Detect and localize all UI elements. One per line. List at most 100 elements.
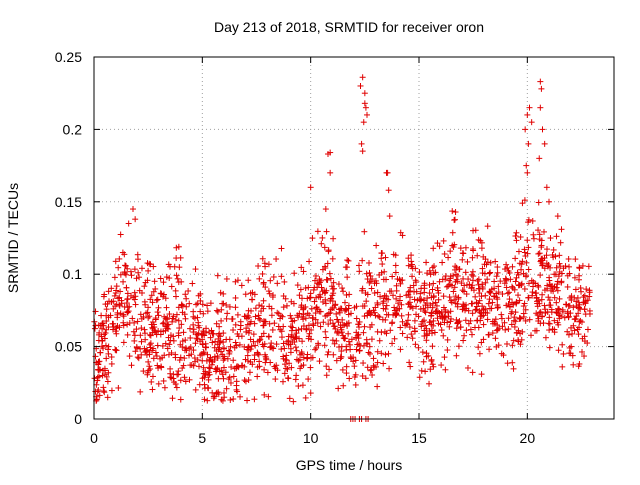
data-point [131, 266, 138, 273]
data-point [280, 292, 287, 299]
data-point [155, 304, 162, 311]
data-point [407, 284, 414, 291]
data-point [555, 305, 562, 312]
data-point [163, 304, 170, 311]
data-point [260, 330, 267, 337]
data-point [546, 320, 553, 327]
data-point [314, 319, 321, 326]
data-point [258, 308, 265, 315]
data-point [340, 382, 347, 389]
data-point [456, 318, 463, 325]
data-point [586, 293, 593, 300]
data-point [308, 326, 315, 333]
data-point [330, 351, 337, 358]
data-point [287, 323, 294, 330]
data-point [194, 314, 201, 321]
data-point [364, 341, 371, 348]
data-point [323, 363, 330, 370]
data-point [461, 302, 468, 309]
data-point [214, 308, 221, 315]
data-point [526, 316, 533, 323]
data-point [193, 301, 200, 308]
data-point [158, 363, 165, 370]
data-point [459, 287, 466, 294]
data-point [486, 346, 493, 353]
data-point [323, 372, 330, 379]
data-point [429, 343, 436, 350]
data-point [386, 213, 393, 220]
data-point [246, 369, 253, 376]
data-point [486, 289, 493, 296]
data-point [168, 374, 175, 381]
data-point [551, 317, 558, 324]
data-point [280, 304, 287, 311]
data-point [143, 310, 150, 317]
data-point-outlier [327, 169, 334, 176]
data-point [160, 377, 167, 384]
data-point [566, 344, 573, 351]
data-point [124, 331, 131, 338]
data-point [495, 289, 502, 296]
data-point [320, 319, 327, 326]
data-point [529, 292, 536, 299]
data-point [234, 277, 241, 284]
data-point [414, 297, 421, 304]
data-point [256, 337, 263, 344]
data-point [556, 260, 563, 267]
data-point [283, 338, 290, 345]
data-point-outlier [526, 104, 533, 111]
data-point-outlier [385, 187, 392, 194]
data-point [478, 239, 485, 246]
data-point [134, 256, 141, 263]
data-point [112, 347, 119, 354]
data-point [351, 363, 358, 370]
data-point-outlier [524, 111, 531, 118]
data-point [449, 242, 456, 249]
data-point [561, 314, 568, 321]
data-point [487, 259, 494, 266]
data-point [494, 269, 501, 276]
data-point [407, 304, 414, 311]
data-point [150, 345, 157, 352]
data-point [322, 328, 329, 335]
data-point [535, 283, 542, 290]
data-point [296, 356, 303, 363]
data-point [274, 309, 281, 316]
data-point [452, 293, 459, 300]
data-point [506, 296, 513, 303]
data-point [302, 394, 309, 401]
data-point [374, 359, 381, 366]
data-point [513, 237, 520, 244]
data-point [427, 366, 434, 373]
data-point [565, 331, 572, 338]
data-point [96, 392, 103, 399]
data-point [343, 370, 350, 377]
data-point [103, 312, 110, 319]
data-point [138, 338, 145, 345]
data-point [327, 275, 334, 282]
data-point [429, 286, 436, 293]
data-point [495, 283, 502, 290]
data-point [377, 293, 384, 300]
data-point [481, 261, 488, 268]
data-point [153, 297, 160, 304]
data-point [510, 301, 517, 308]
data-point [224, 310, 231, 317]
data-point [521, 197, 528, 204]
data-point [140, 368, 147, 375]
data-point [459, 256, 466, 263]
data-point [217, 289, 224, 296]
data-point [532, 290, 539, 297]
data-point [383, 330, 390, 337]
data-point [459, 250, 466, 257]
data-point [528, 277, 535, 284]
data-point [172, 316, 179, 323]
data-point [296, 292, 303, 299]
data-point [378, 269, 385, 276]
data-point [368, 336, 375, 343]
data-point [183, 347, 190, 354]
data-point [549, 251, 556, 258]
data-point [512, 255, 519, 262]
data-point [124, 296, 131, 303]
data-point [199, 301, 206, 308]
